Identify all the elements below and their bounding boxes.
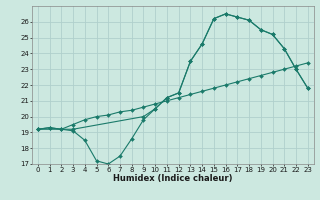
X-axis label: Humidex (Indice chaleur): Humidex (Indice chaleur) [113, 174, 233, 183]
